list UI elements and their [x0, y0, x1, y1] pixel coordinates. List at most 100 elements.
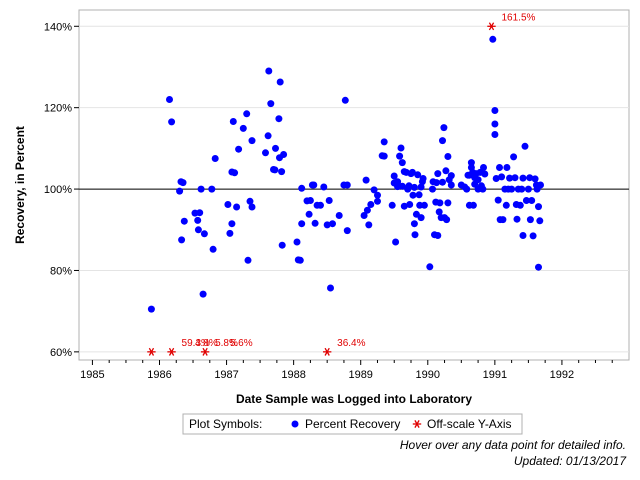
data-point[interactable] [226, 229, 234, 237]
data-point[interactable] [491, 120, 499, 128]
data-point[interactable] [414, 171, 422, 179]
offscale-marker[interactable] [147, 347, 156, 356]
data-point[interactable] [341, 96, 349, 104]
data-point[interactable] [374, 197, 381, 205]
data-point[interactable] [179, 179, 187, 187]
data-point[interactable] [278, 241, 286, 249]
offscale-marker[interactable] [200, 347, 210, 356]
data-point[interactable] [168, 118, 176, 126]
data-point[interactable] [194, 226, 202, 234]
data-point[interactable] [370, 186, 378, 194]
data-point[interactable] [280, 151, 288, 158]
data-point[interactable] [480, 164, 487, 171]
data-point[interactable] [409, 191, 417, 199]
data-point[interactable] [528, 197, 536, 204]
data-point[interactable] [491, 107, 499, 114]
data-point[interactable] [394, 178, 402, 186]
data-point[interactable] [320, 183, 328, 191]
data-point[interactable] [433, 179, 440, 187]
data-point[interactable] [310, 181, 318, 189]
data-point[interactable] [278, 168, 286, 176]
data-point[interactable] [434, 232, 442, 239]
data-point[interactable] [405, 182, 413, 190]
data-point[interactable] [447, 181, 455, 189]
data-point[interactable] [419, 175, 427, 182]
data-point[interactable] [380, 138, 388, 146]
data-point[interactable] [447, 172, 455, 180]
data-point[interactable] [435, 208, 443, 216]
data-point[interactable] [503, 164, 511, 171]
data-point[interactable] [411, 231, 419, 239]
data-point[interactable] [467, 159, 475, 167]
data-point[interactable] [420, 201, 428, 209]
data-point[interactable] [323, 221, 331, 229]
data-point[interactable] [536, 217, 544, 225]
data-point[interactable] [529, 232, 537, 240]
data-point[interactable] [502, 201, 510, 209]
data-point[interactable] [296, 256, 304, 264]
legend-asterisk-icon[interactable] [412, 420, 422, 428]
data-point[interactable] [380, 152, 388, 160]
data-point[interactable] [526, 174, 534, 182]
data-point[interactable] [367, 201, 375, 208]
data-point[interactable] [444, 153, 452, 160]
data-point[interactable] [479, 185, 487, 193]
data-point[interactable] [200, 230, 208, 238]
data-point[interactable] [398, 182, 406, 190]
data-point[interactable] [434, 170, 442, 178]
data-point[interactable] [390, 172, 398, 180]
data-point[interactable] [194, 216, 202, 224]
data-point[interactable] [298, 184, 306, 192]
data-point[interactable] [271, 166, 279, 174]
data-point[interactable] [209, 245, 217, 253]
data-point[interactable] [410, 183, 418, 191]
data-point[interactable] [365, 221, 373, 229]
data-point[interactable] [305, 210, 313, 218]
data-point[interactable] [510, 153, 518, 161]
data-point[interactable] [199, 290, 207, 298]
data-point[interactable] [535, 263, 542, 271]
data-point[interactable] [496, 164, 503, 171]
data-point[interactable] [511, 174, 519, 182]
data-point[interactable] [524, 185, 532, 193]
data-point[interactable] [298, 220, 306, 228]
data-point[interactable] [243, 110, 251, 118]
data-point[interactable] [233, 203, 241, 211]
data-point[interactable] [197, 185, 205, 193]
data-point[interactable] [415, 191, 423, 199]
data-point[interactable] [410, 220, 418, 228]
data-point[interactable] [463, 185, 471, 193]
data-point[interactable] [343, 181, 351, 189]
offscale-marker[interactable] [167, 347, 176, 356]
data-point[interactable] [325, 197, 333, 204]
data-point[interactable] [439, 178, 446, 186]
data-point[interactable] [229, 118, 237, 125]
data-point[interactable] [228, 220, 236, 228]
data-point[interactable] [248, 203, 256, 211]
data-point[interactable] [398, 159, 406, 167]
data-point[interactable] [444, 199, 452, 207]
data-point[interactable] [231, 169, 239, 177]
data-point[interactable] [519, 174, 527, 182]
data-point[interactable] [537, 181, 544, 189]
data-point[interactable] [275, 115, 283, 123]
data-point[interactable] [374, 191, 381, 199]
data-point[interactable] [436, 199, 444, 207]
data-point[interactable] [406, 201, 414, 208]
data-point[interactable] [531, 175, 539, 183]
data-point[interactable] [244, 256, 252, 264]
data-point[interactable] [311, 219, 319, 227]
data-point[interactable] [426, 263, 434, 271]
data-point[interactable] [388, 201, 396, 209]
data-point[interactable] [329, 220, 336, 228]
data-point[interactable] [494, 196, 502, 204]
data-point[interactable] [522, 197, 530, 204]
data-point[interactable] [508, 185, 516, 193]
data-point[interactable] [208, 185, 216, 193]
data-point[interactable] [327, 284, 334, 292]
data-point[interactable] [396, 152, 404, 160]
data-point[interactable] [397, 144, 405, 152]
data-point[interactable] [363, 206, 371, 214]
data-point[interactable] [196, 209, 204, 217]
data-point[interactable] [474, 176, 482, 184]
